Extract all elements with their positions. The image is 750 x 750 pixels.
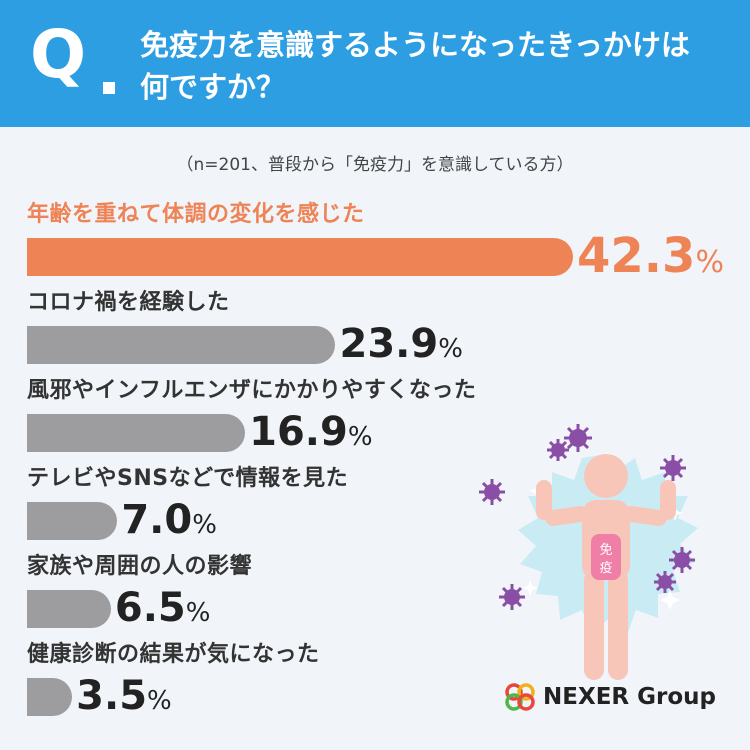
value-unit: % <box>147 686 172 716</box>
category-label: 風邪やインフルエンザにかかりやすくなった <box>27 378 477 403</box>
question-line-1: 免疫力を意識するようになったきっかけは <box>140 28 690 62</box>
category-label: 年齢を重ねて体調の変化を感じた <box>27 202 365 227</box>
category-label: 家族や周囲の人の影響 <box>27 554 253 579</box>
q-mark-dot <box>103 82 115 94</box>
bar <box>27 326 336 364</box>
value-unit: % <box>192 510 217 540</box>
question-line-2: 何ですか？ <box>140 70 286 104</box>
bar <box>27 590 111 628</box>
category-label: 健康診断の結果が気になった <box>27 642 320 667</box>
value-label: 23.9% <box>339 324 462 364</box>
logo-rings-icon <box>505 683 535 711</box>
value-label: 7.0% <box>121 500 217 540</box>
value-label: 3.5% <box>76 676 172 716</box>
value-unit: % <box>695 245 724 280</box>
value-label: 42.3% <box>577 232 724 280</box>
bar <box>27 414 246 452</box>
value-number: 7.0 <box>121 497 193 543</box>
value-number: 3.5 <box>76 673 148 719</box>
immunity-figure-illustration: 免 疫 <box>479 424 698 680</box>
value-number: 16.9 <box>249 409 348 455</box>
nexer-group-logo: NEXER Group <box>503 682 716 712</box>
q-mark: Q <box>30 16 87 93</box>
value-number: 6.5 <box>114 585 186 631</box>
value-label: 6.5% <box>115 588 211 628</box>
immunity-badge <box>591 534 621 580</box>
bar <box>27 238 573 276</box>
value-label: 16.9% <box>249 412 372 452</box>
value-unit: % <box>347 422 373 452</box>
value-number: 23.9 <box>339 321 439 367</box>
category-label: コロナ禍を経験した <box>27 290 230 315</box>
value-number: 42.3 <box>577 228 696 284</box>
badge-char-2: 疫 <box>599 560 612 576</box>
value-unit: % <box>438 334 463 364</box>
sample-note: （n=201、普段から「免疫力」を意識している方） <box>176 155 574 175</box>
value-unit: % <box>185 598 211 628</box>
question-header: Q 免疫力を意識するようになったきっかけは 何ですか？ <box>0 0 750 127</box>
question-text: 免疫力を意識するようになったきっかけは 何ですか？ <box>140 24 730 108</box>
bar <box>27 678 73 716</box>
logo-text: NEXER Group <box>543 684 716 710</box>
badge-char-1: 免 <box>599 543 612 558</box>
category-label: テレビやSNSなどで情報を見た <box>27 466 349 491</box>
bar <box>27 502 118 540</box>
virus-icons <box>479 424 695 610</box>
